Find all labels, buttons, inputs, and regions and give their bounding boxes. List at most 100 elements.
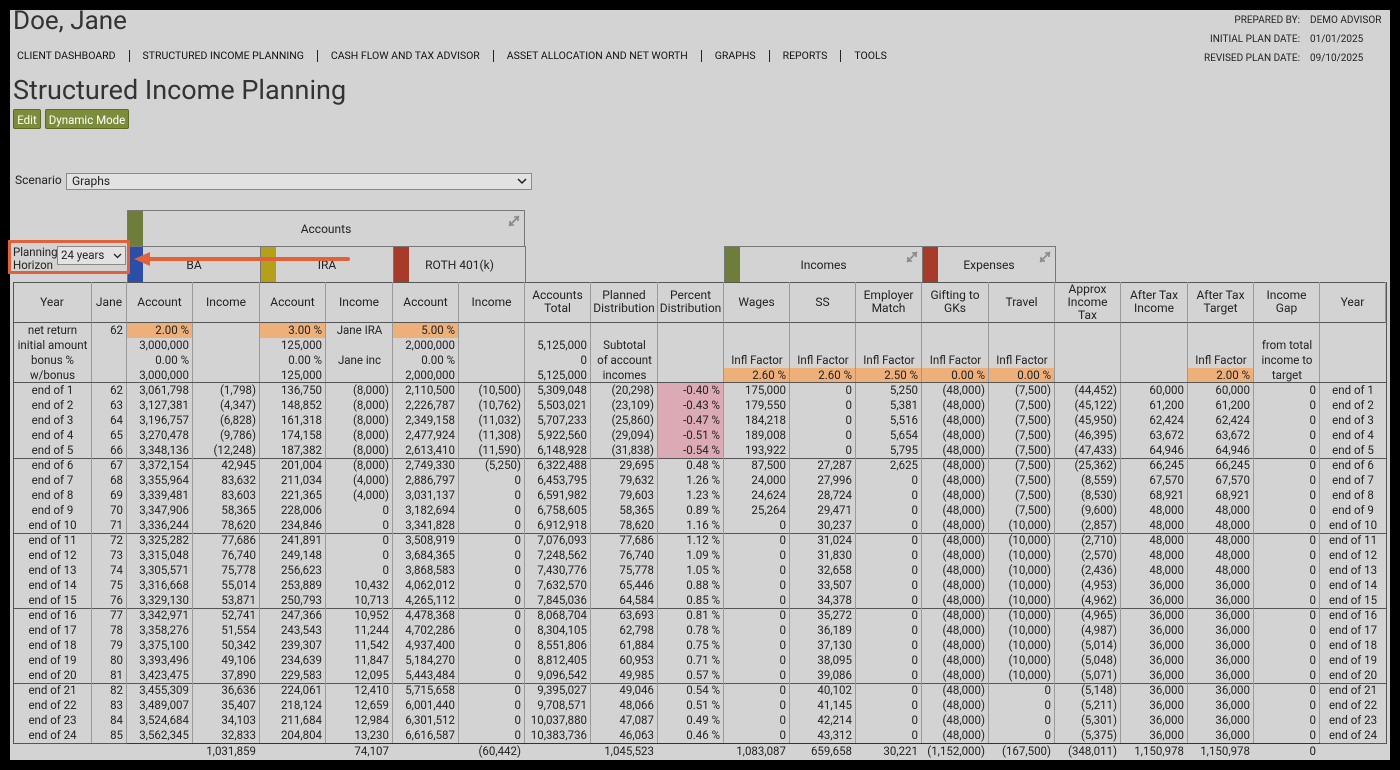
- data-cell: end of 21: [1328, 683, 1378, 697]
- data-cell: 7,248,562: [537, 548, 587, 562]
- data-cell: 6,453,795: [537, 473, 587, 487]
- data-cell: 0: [1309, 548, 1316, 562]
- data-cell: end of 8: [31, 488, 74, 502]
- data-cell: 0: [382, 503, 389, 517]
- collapse-icon[interactable]: [905, 250, 919, 264]
- data-cell: 0: [911, 713, 918, 727]
- data-cell: 0: [779, 683, 786, 697]
- nav-item[interactable]: CLIENT DASHBOARD: [17, 49, 116, 62]
- data-cell: (5,301): [1080, 713, 1117, 727]
- data-cell: 85: [110, 728, 123, 742]
- nav-item[interactable]: TOOLS: [840, 50, 899, 62]
- data-cell: 48,000: [1215, 563, 1250, 577]
- data-cell: -0.54 %: [658, 443, 724, 458]
- column-rule: [988, 383, 989, 743]
- data-cell: 0: [514, 578, 521, 592]
- data-cell: 1.26 %: [686, 473, 720, 487]
- data-cell: 5,250: [889, 383, 918, 397]
- column-rule: [921, 383, 922, 743]
- column-rule: [1253, 383, 1254, 743]
- scenario-select[interactable]: Graphs: [66, 173, 532, 190]
- assumption-cell: Jane inc: [337, 353, 382, 367]
- data-cell: 2,625: [889, 458, 918, 472]
- edit-button[interactable]: Edit: [13, 109, 41, 129]
- column-rule: [259, 323, 260, 383]
- data-cell: (48,000): [942, 713, 985, 727]
- data-cell: 0: [1044, 728, 1051, 742]
- subaccount-label: BA: [186, 258, 202, 272]
- assumption-cell: 62: [110, 323, 123, 337]
- data-cell: (4,987): [1080, 623, 1117, 637]
- data-cell: 3,339,481: [139, 488, 189, 502]
- data-cell: 0: [1309, 638, 1316, 652]
- data-cell: 34,103: [221, 713, 256, 727]
- data-cell: (5,048): [1080, 653, 1117, 667]
- subaccount-label: IRA: [317, 258, 337, 272]
- data-cell: 224,061: [280, 683, 322, 697]
- data-cell: end of 9: [31, 503, 74, 517]
- data-cell: 48,000: [1149, 533, 1184, 547]
- nav-item[interactable]: ASSET ALLOCATION AND NET WORTH: [492, 50, 701, 62]
- total-cell: 1,031,859: [206, 744, 256, 758]
- data-cell: (5,148): [1080, 683, 1117, 697]
- data-cell: 250,793: [280, 593, 322, 607]
- data-cell: 6,912,918: [537, 518, 587, 532]
- data-cell: 31,024: [817, 533, 852, 547]
- data-cell: 4,937,400: [405, 638, 455, 652]
- data-cell: 55,014: [221, 578, 256, 592]
- data-cell: end of 7: [31, 473, 74, 487]
- data-cell: 0: [911, 653, 918, 667]
- data-cell: 2,613,410: [405, 443, 455, 457]
- assumption-cell: 2,000,000: [405, 338, 455, 352]
- data-cell: 3,455,309: [139, 683, 189, 697]
- data-cell: 3,196,757: [139, 413, 189, 427]
- collapse-icon[interactable]: [1038, 250, 1052, 264]
- column-header: Employer Match: [856, 282, 922, 323]
- data-cell: 48,000: [1149, 518, 1184, 532]
- data-cell: 72: [110, 533, 123, 547]
- data-cell: 63: [110, 398, 123, 412]
- assumption-cell: Infl Factor: [929, 353, 982, 367]
- assumption-cell: target: [1271, 368, 1303, 382]
- nav-item[interactable]: REPORTS: [768, 50, 841, 62]
- data-cell: 1.05 %: [686, 563, 720, 577]
- data-cell: 6,591,982: [537, 488, 587, 502]
- column-rule: [458, 323, 459, 383]
- column-rule: [1319, 323, 1320, 383]
- assumption-cell: 2,000,000: [405, 368, 455, 382]
- data-cell: 193,922: [744, 443, 786, 457]
- column-header: Accounts Total: [525, 282, 591, 323]
- data-cell: 3,305,571: [139, 563, 189, 577]
- column-rule: [988, 323, 989, 383]
- data-cell: 0: [911, 578, 918, 592]
- data-cell: (48,000): [942, 383, 985, 397]
- nav-item[interactable]: STRUCTURED INCOME PLANNING: [128, 50, 317, 62]
- assumption-cell: Jane IRA: [336, 323, 383, 337]
- data-cell: 0: [911, 608, 918, 622]
- nav-item[interactable]: GRAPHS: [700, 50, 769, 62]
- data-cell: (44,452): [1074, 383, 1117, 397]
- horizon-select[interactable]: 24 years: [57, 246, 126, 265]
- column-header: Account: [260, 282, 326, 323]
- data-cell: 7,632,570: [537, 578, 587, 592]
- color-swatch: [128, 211, 143, 246]
- nav-item[interactable]: CASH FLOW AND TAX ADVISOR: [316, 50, 493, 62]
- data-cell: 63,672: [1215, 428, 1250, 442]
- data-cell: end of 14: [1328, 578, 1378, 592]
- data-cell: 82: [110, 683, 123, 697]
- data-cell: 62,798: [619, 623, 654, 637]
- data-cell: 40,102: [817, 683, 852, 697]
- collapse-icon[interactable]: [507, 214, 521, 228]
- data-cell: (7,500): [1014, 473, 1051, 487]
- data-cell: 3,316,668: [139, 578, 189, 592]
- assumption-cell: bonus %: [31, 353, 74, 367]
- data-cell: (7,500): [1014, 413, 1051, 427]
- data-cell: 35,272: [817, 608, 852, 622]
- data-cell: 10,952: [354, 608, 389, 622]
- data-cell: 0: [911, 698, 918, 712]
- data-cell: 36,000: [1215, 653, 1250, 667]
- data-cell: 49,106: [221, 653, 256, 667]
- data-cell: 3,375,100: [139, 638, 189, 652]
- dynamic-mode-button[interactable]: Dynamic Mode: [45, 109, 129, 129]
- data-cell: (4,953): [1080, 578, 1117, 592]
